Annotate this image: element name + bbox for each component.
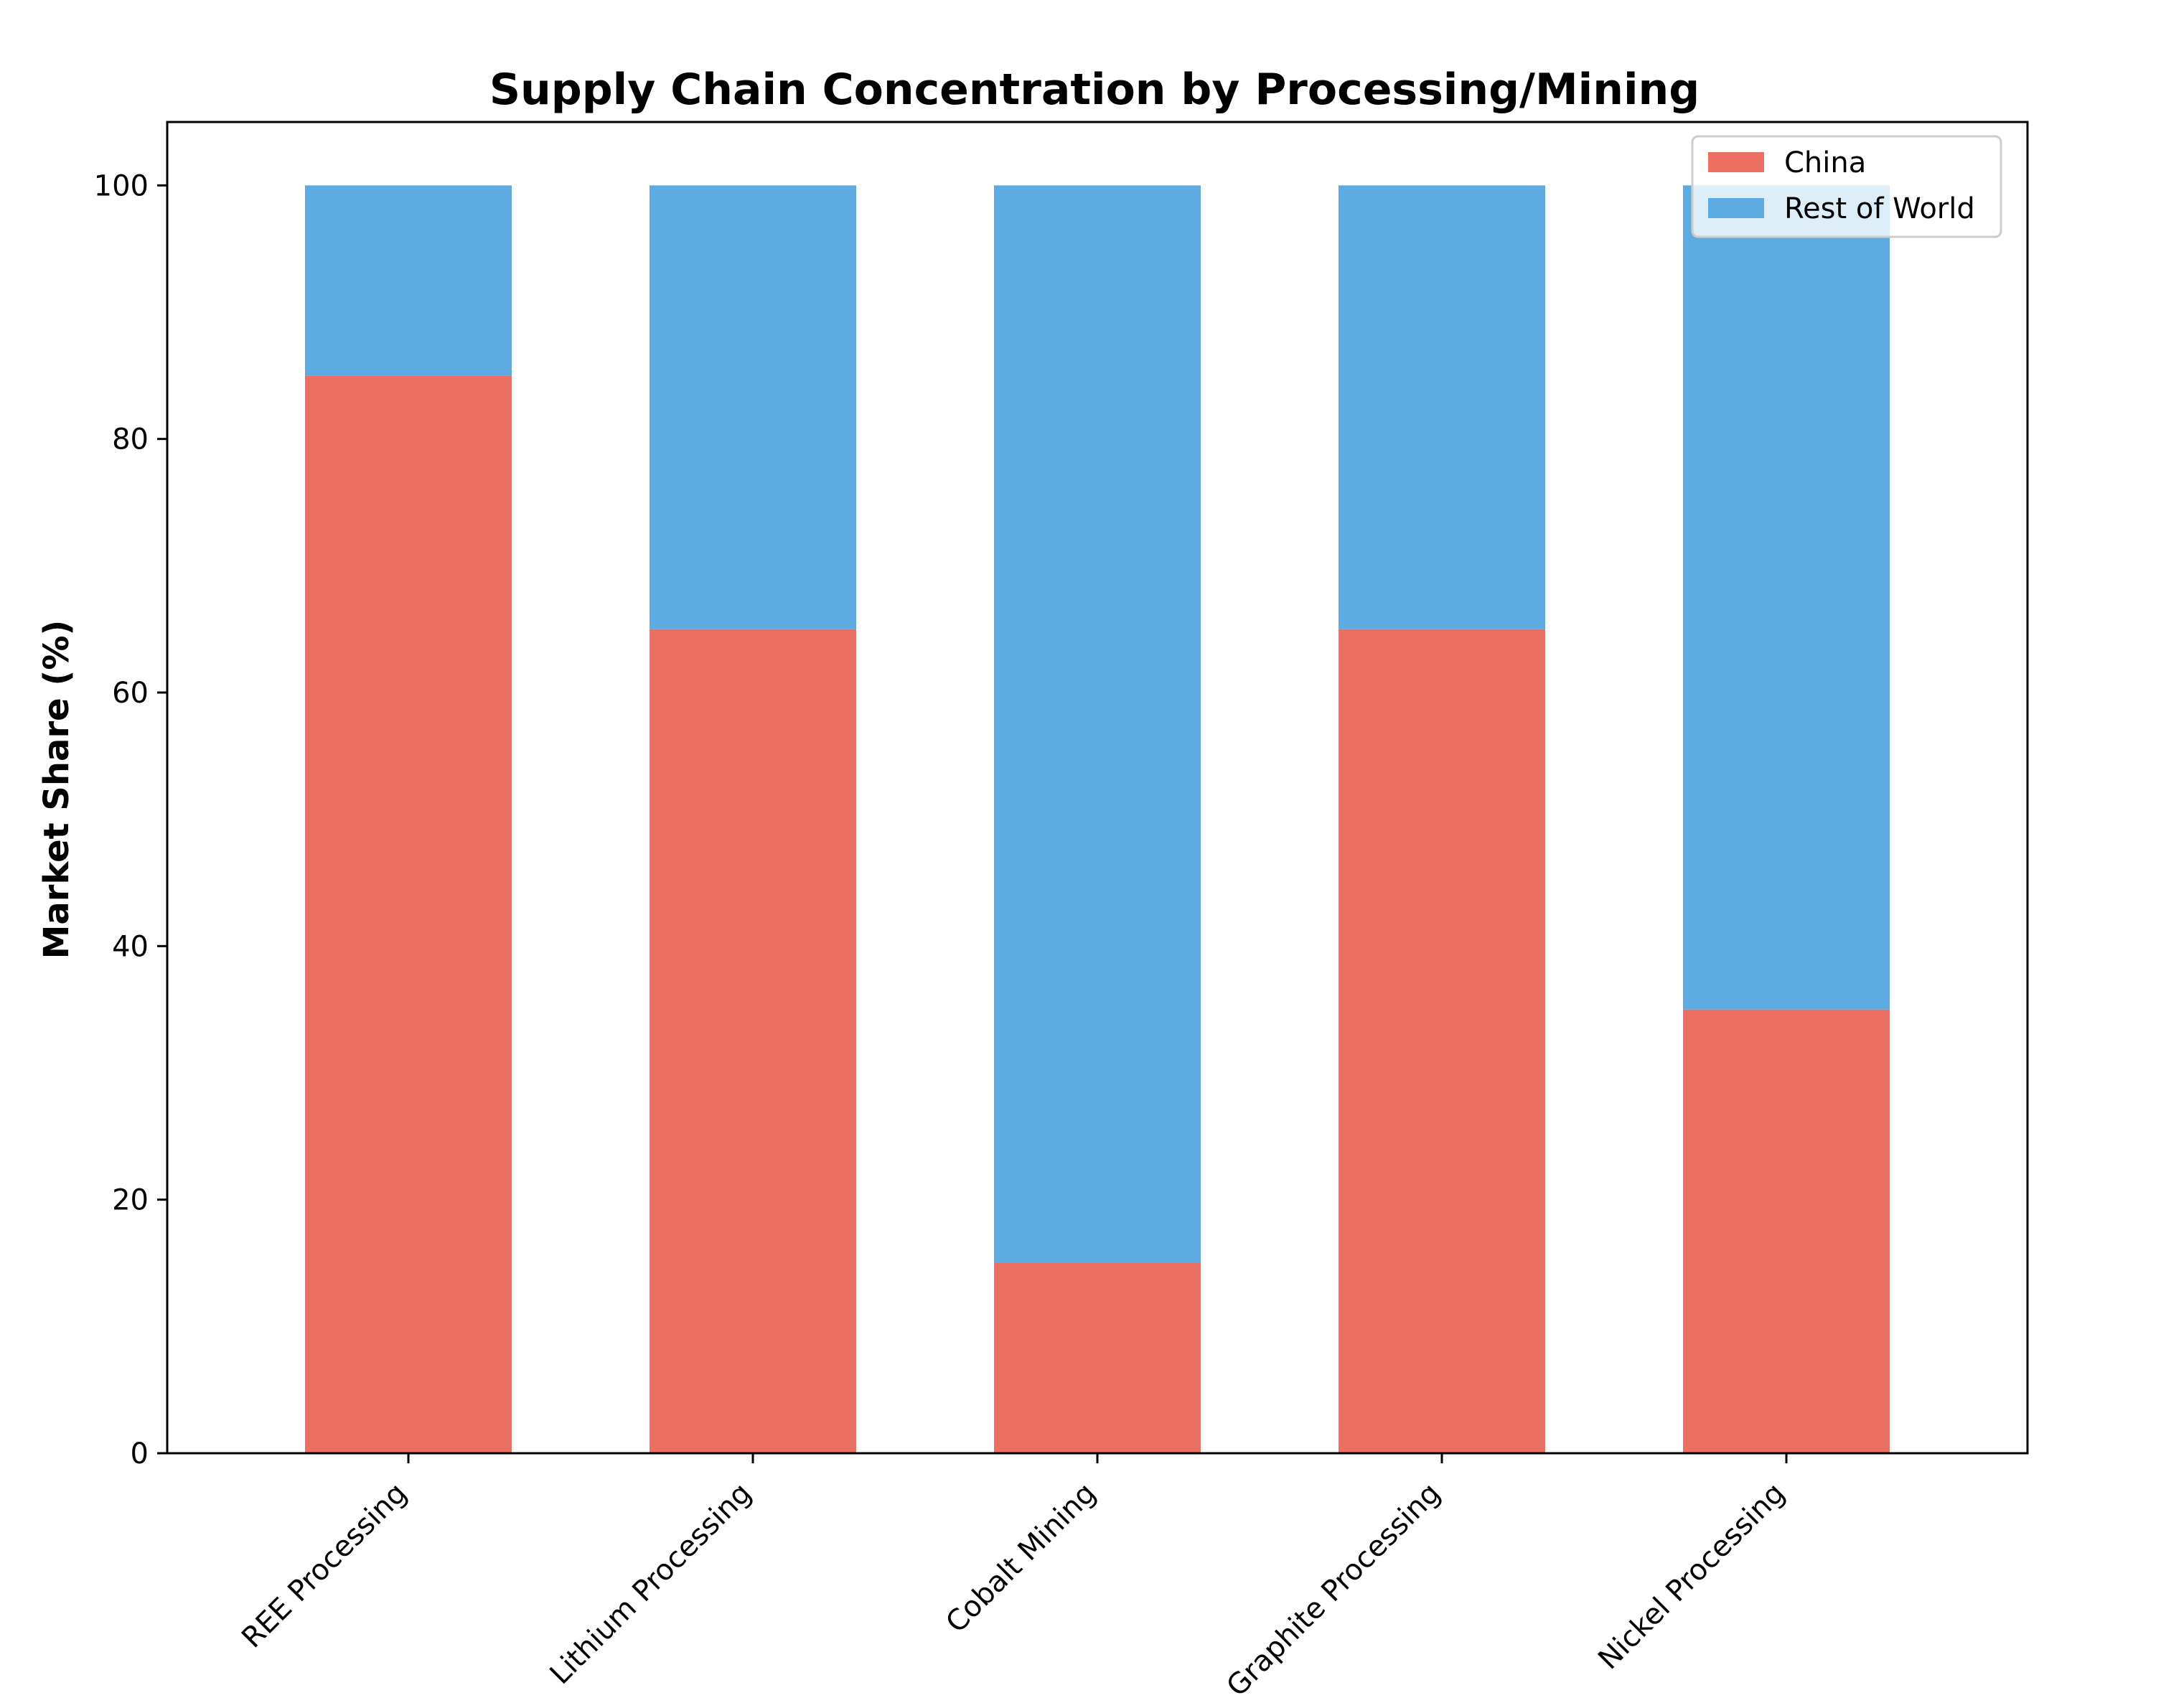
y-axis-label: Market Share (%) xyxy=(37,620,77,959)
bar-rest-of-world-4 xyxy=(1683,185,1890,1010)
y-axis: 0 20 40 60 80 100 xyxy=(94,169,167,1470)
x-axis: REE Processing Lithium Processing Cobalt M… xyxy=(235,1453,1791,1703)
y-tick-label: 20 xyxy=(112,1184,149,1217)
legend-label-china: China xyxy=(1784,146,1866,179)
y-tick-label: 100 xyxy=(94,169,149,202)
legend-frame xyxy=(1691,135,2002,238)
bar-china-2 xyxy=(994,1263,1201,1453)
legend-swatch-rest-of-world xyxy=(1708,198,1764,218)
x-tick-label: Nickel Processing xyxy=(1592,1477,1791,1676)
legend-swatch-china xyxy=(1708,152,1764,172)
x-tick-label: REE Processing xyxy=(235,1477,413,1655)
bar-china-4 xyxy=(1683,1009,1890,1453)
y-tick-label: 0 xyxy=(131,1437,149,1470)
legend-label-rest-of-world: Rest of World xyxy=(1784,192,1975,225)
chart-title: Supply Chain Concentration by Processing… xyxy=(489,65,1700,115)
bar-rest-of-world-1 xyxy=(650,185,856,629)
y-tick-label: 80 xyxy=(112,423,149,456)
bar-rest-of-world-2 xyxy=(994,185,1201,1263)
bar-china-1 xyxy=(650,629,856,1453)
x-tick-label: Graphite Processing xyxy=(1220,1477,1447,1704)
bars-layer xyxy=(305,185,1890,1454)
legend[interactable]: China Rest of World xyxy=(1691,135,2002,238)
x-tick-label: Cobalt Mining xyxy=(939,1477,1102,1640)
bar-rest-of-world-0 xyxy=(305,185,512,376)
bar-china-0 xyxy=(305,375,512,1454)
x-tick-label: Lithium Processing xyxy=(544,1477,759,1691)
y-tick-label: 60 xyxy=(112,677,149,710)
bar-rest-of-world-3 xyxy=(1339,185,1545,629)
y-tick-label: 40 xyxy=(112,930,149,963)
bar-china-3 xyxy=(1339,629,1545,1453)
